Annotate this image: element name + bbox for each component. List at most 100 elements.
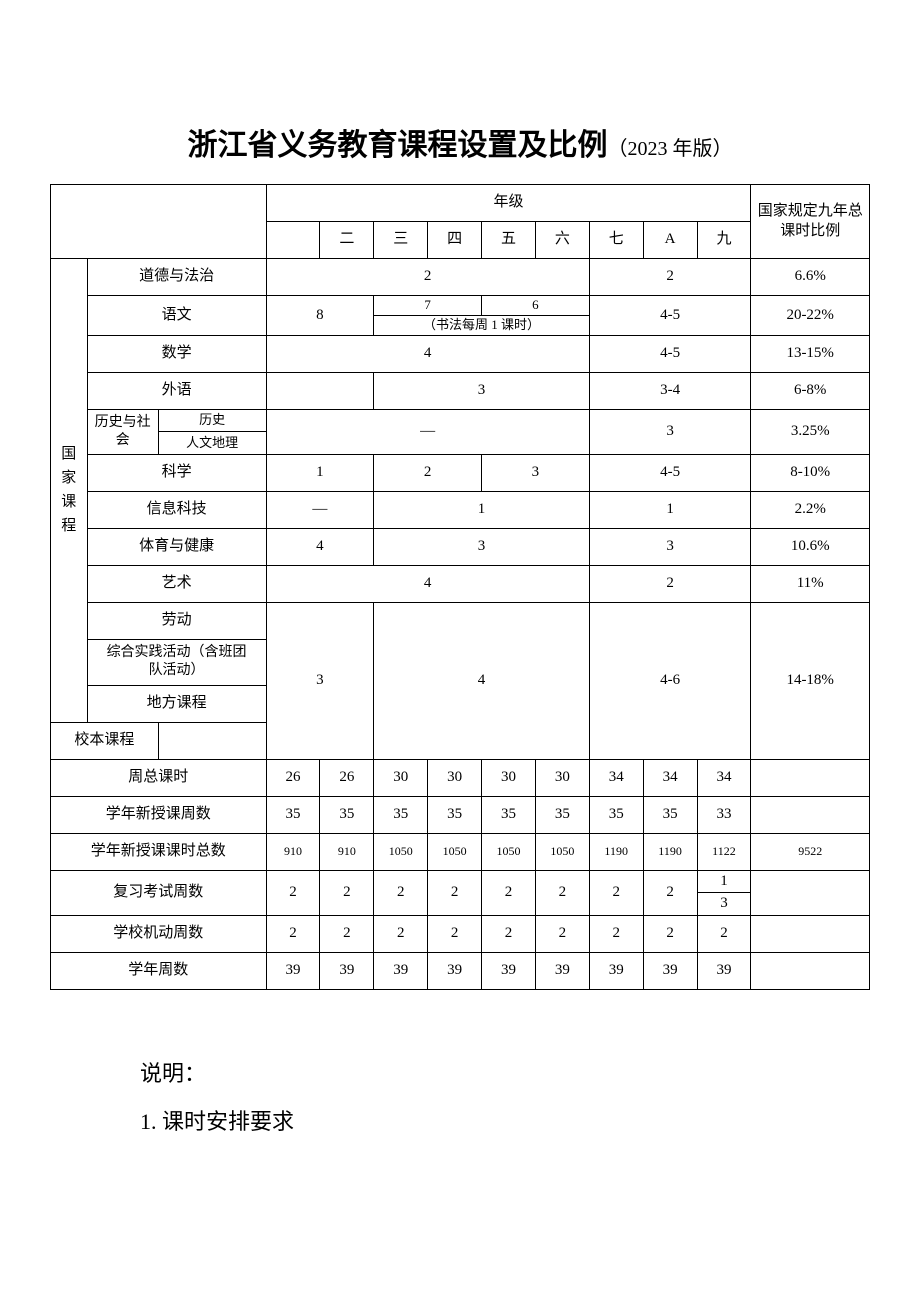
title-main: 浙江省义务教育课程设置及比例 xyxy=(188,129,608,162)
yw-5: 39 xyxy=(482,952,536,989)
subject-school: 校本课程 xyxy=(51,722,159,759)
yw-ratio xyxy=(751,952,870,989)
yw-2: 39 xyxy=(320,952,374,989)
yw-6: 39 xyxy=(535,952,589,989)
math-ratio: 13-15% xyxy=(751,335,870,372)
subject-pe: 体育与健康 xyxy=(87,529,266,566)
math-7-9: 4-5 xyxy=(589,335,751,372)
tw-ratio xyxy=(751,796,870,833)
grade-group-header: 年级 xyxy=(266,185,751,222)
fw-7: 2 xyxy=(589,915,643,952)
subject-local: 地方课程 xyxy=(87,685,266,722)
history-1-6: — xyxy=(266,409,589,454)
morality-ratio: 6.6% xyxy=(751,259,870,296)
science-7-9: 4-5 xyxy=(589,455,751,492)
chinese-7-9: 4-5 xyxy=(589,296,751,336)
it-1-2: — xyxy=(266,492,374,529)
th-ratio: 9522 xyxy=(751,833,870,870)
th-8: 1190 xyxy=(643,833,697,870)
chinese-ratio: 20-22% xyxy=(751,296,870,336)
subject-geography: 人文地理 xyxy=(158,432,266,455)
subject-foreign: 外语 xyxy=(87,372,266,409)
mixed-1-2: 3 xyxy=(266,603,374,759)
math-1-6: 4 xyxy=(266,335,589,372)
science-ratio: 8-10% xyxy=(751,455,870,492)
th-3: 1050 xyxy=(374,833,428,870)
th-5: 1050 xyxy=(482,833,536,870)
ew-6: 2 xyxy=(535,870,589,915)
row-teach-weeks: 学年新授课周数 35 35 35 35 35 35 35 35 33 xyxy=(51,796,870,833)
art-ratio: 11% xyxy=(751,566,870,603)
wt-ratio xyxy=(751,759,870,796)
mixed-ratio: 14-18% xyxy=(751,603,870,759)
fw-2: 2 xyxy=(320,915,374,952)
subject-labor: 劳动 xyxy=(87,603,266,640)
row-morality: 国家课程 道德与法治 2 2 6.6% xyxy=(51,259,870,296)
document-page: 浙江省义务教育课程设置及比例（2023 年版） 年级 国家规定九年总课时比例 二… xyxy=(0,0,920,1301)
pe-7-9: 3 xyxy=(589,529,751,566)
row-science: 科学 1 2 3 4-5 8-10% xyxy=(51,455,870,492)
science-5-6: 3 xyxy=(482,455,590,492)
th-1: 910 xyxy=(266,833,320,870)
wt-7: 34 xyxy=(589,759,643,796)
fw-4: 2 xyxy=(428,915,482,952)
row-history-top: 历史与社会 历史 — 3 3.25% xyxy=(51,409,870,432)
national-course-label: 国家课程 xyxy=(51,259,88,723)
label-weekly-total: 周总课时 xyxy=(51,759,267,796)
ew-3: 2 xyxy=(374,870,428,915)
row-weekly-total: 周总课时 26 26 30 30 30 30 34 34 34 xyxy=(51,759,870,796)
header-row-1: 年级 国家规定九年总课时比例 xyxy=(51,185,870,222)
wt-5: 30 xyxy=(482,759,536,796)
th-7: 1190 xyxy=(589,833,643,870)
yw-3: 39 xyxy=(374,952,428,989)
yw-8: 39 xyxy=(643,952,697,989)
wt-9: 34 xyxy=(697,759,751,796)
grade-6: 六 xyxy=(535,222,589,259)
title-sub: （2023 年版） xyxy=(608,138,733,160)
wt-6: 30 xyxy=(535,759,589,796)
label-exam-weeks: 复习考试周数 xyxy=(51,870,267,915)
grade-1 xyxy=(266,222,320,259)
yw-1: 39 xyxy=(266,952,320,989)
science-3-4: 2 xyxy=(374,455,482,492)
subject-chinese: 语文 xyxy=(87,296,266,336)
grade-8: A xyxy=(643,222,697,259)
label-teach-weeks: 学年新授课周数 xyxy=(51,796,267,833)
ew-1: 2 xyxy=(266,870,320,915)
subject-practice: 综合实践活动（含班团队活动） xyxy=(87,640,266,685)
it-7-9: 1 xyxy=(589,492,751,529)
header-blank xyxy=(51,185,267,259)
notes-line-1: 1. 课时安排要求 xyxy=(140,1098,870,1146)
subject-morality: 道德与法治 xyxy=(87,259,266,296)
grade-4: 四 xyxy=(428,222,482,259)
wt-1: 26 xyxy=(266,759,320,796)
tw-5: 35 xyxy=(482,796,536,833)
wt-3: 30 xyxy=(374,759,428,796)
row-art: 艺术 4 2 11% xyxy=(51,566,870,603)
tw-6: 35 xyxy=(535,796,589,833)
mixed-3-6: 4 xyxy=(374,603,590,759)
subject-history: 历史 xyxy=(158,409,266,432)
th-2: 910 xyxy=(320,833,374,870)
row-flex-weeks: 学校机动周数 2 2 2 2 2 2 2 2 2 xyxy=(51,915,870,952)
row-exam-weeks-top: 复习考试周数 2 2 2 2 2 2 2 2 1 xyxy=(51,870,870,893)
grade-5: 五 xyxy=(482,222,536,259)
ew-5: 2 xyxy=(482,870,536,915)
foreign-7-9: 3-4 xyxy=(589,372,751,409)
fw-6: 2 xyxy=(535,915,589,952)
row-it: 信息科技 — 1 1 2.2% xyxy=(51,492,870,529)
curriculum-table: 年级 国家规定九年总课时比例 二 三 四 五 六 七 A 九 国家课程 道德与法… xyxy=(50,184,870,990)
th-4: 1050 xyxy=(428,833,482,870)
fw-9: 2 xyxy=(697,915,751,952)
fw-5: 2 xyxy=(482,915,536,952)
history-ratio: 3.25% xyxy=(751,409,870,454)
it-ratio: 2.2% xyxy=(751,492,870,529)
fw-3: 2 xyxy=(374,915,428,952)
subject-art: 艺术 xyxy=(87,566,266,603)
chinese-3-4: 7 xyxy=(374,296,482,316)
it-3-6: 1 xyxy=(374,492,590,529)
pe-ratio: 10.6% xyxy=(751,529,870,566)
label-teach-hours: 学年新授课课时总数 xyxy=(51,833,267,870)
tw-1: 35 xyxy=(266,796,320,833)
calligraphy-note: （书法每周 1 课时） xyxy=(374,315,590,335)
